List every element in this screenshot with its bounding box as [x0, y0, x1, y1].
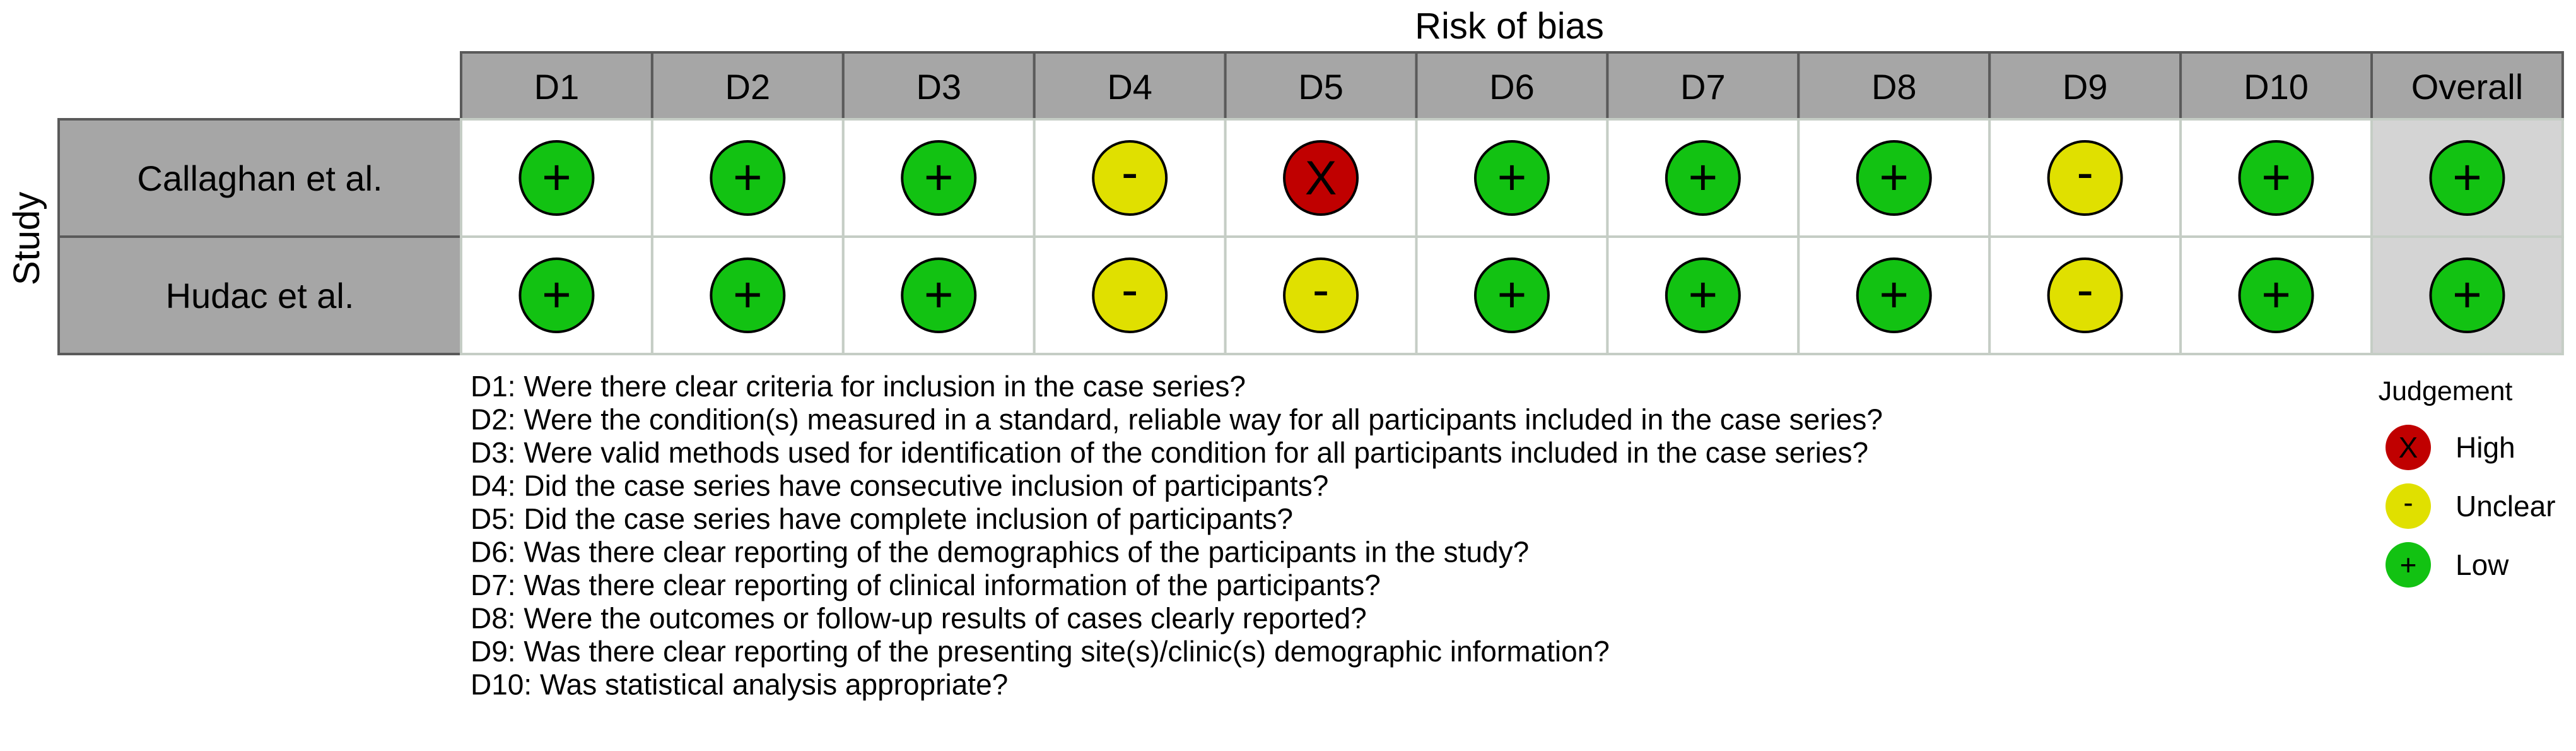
domain-description: D6: Was there clear reporting of the dem…	[471, 536, 1529, 569]
legend-low-marker	[2386, 542, 2431, 588]
column-header-label: Overall	[2411, 67, 2523, 107]
judgement-symbol: -	[2076, 144, 2093, 200]
judgement-low-marker	[1665, 257, 1741, 333]
judgement-symbol: -	[2076, 261, 2093, 317]
judgement-low-marker	[2238, 257, 2314, 333]
column-header-label: D9	[2063, 67, 2108, 107]
column-header-d6	[1415, 51, 1609, 121]
judgement-low-marker	[901, 140, 977, 216]
judgement-symbol: X	[1305, 151, 1337, 205]
judgement-low-marker	[518, 257, 595, 333]
judgement-symbol: +	[924, 266, 954, 322]
rob-grid: D1 D2 D3 D4 D5 D6 D7 D8 D9 D10 Overall Callaghan et…	[57, 51, 2564, 355]
judgement-low-marker	[1856, 257, 1932, 333]
judgement-low-marker	[2429, 140, 2505, 216]
column-header-label: D6	[1489, 67, 1535, 107]
judgement-symbol: +	[2452, 266, 2482, 322]
column-header-label: D5	[1298, 67, 1344, 107]
study-row-header	[57, 235, 462, 355]
domain-description: D2: Were the condition(s) measured in a …	[471, 403, 1883, 436]
column-header-label: D7	[1680, 67, 1726, 107]
column-header-d8	[1797, 51, 1991, 121]
judgement-low-marker	[2238, 140, 2314, 216]
judgement-symbol: +	[1497, 266, 1527, 322]
column-header-label: D4	[1107, 67, 1152, 107]
judgement-low-marker	[1665, 140, 1741, 216]
legend: Judgement X High - Unclear + Low	[2379, 376, 2556, 588]
chart-title: Risk of bias	[1415, 6, 1604, 47]
legend-label: Unclear	[2456, 490, 2556, 523]
judgement-symbol: +	[733, 266, 763, 322]
judgement-low-marker	[1473, 257, 1550, 333]
column-header-label: D3	[916, 67, 961, 107]
judgement-low-marker	[901, 257, 977, 333]
legend-unclear-marker	[2386, 483, 2431, 529]
legend-symbol: +	[2400, 548, 2417, 581]
judgement-symbol: +	[2452, 149, 2482, 205]
column-header-d2	[650, 51, 845, 121]
judgement-symbol: +	[1688, 266, 1718, 322]
judgement-symbol: -	[1121, 261, 1139, 317]
judgement-symbol: +	[1879, 149, 1909, 205]
legend-title: Judgement	[2379, 376, 2513, 406]
judgement-low-marker	[1856, 140, 1932, 216]
judgement-high-marker	[1283, 140, 1359, 216]
judgement-low-marker	[1473, 140, 1550, 216]
judgement-low-marker	[710, 257, 786, 333]
study-name: Callaghan et al.	[137, 158, 382, 198]
column-header-label: D2	[725, 67, 771, 107]
judgement-symbol: +	[733, 149, 763, 205]
study-name: Hudac et al.	[166, 276, 354, 316]
column-header-d10	[2179, 51, 2374, 121]
domain-description: D1: Were there clear criteria for inclus…	[471, 370, 1246, 403]
legend-high-marker	[2386, 425, 2431, 470]
judgement-unclear-marker	[1283, 257, 1359, 333]
domain-description: D8: Were the outcomes or follow-up resul…	[471, 602, 1367, 635]
domain-description: D9: Was there clear reporting of the pre…	[471, 635, 1610, 668]
judgement-symbol: -	[1313, 261, 1330, 317]
judgement-symbol: +	[1879, 266, 1909, 322]
judgement-unclear-marker	[2047, 257, 2123, 333]
legend-symbol: -	[2403, 486, 2413, 519]
judgement-symbol: +	[542, 266, 571, 322]
judgement-unclear-marker	[2047, 140, 2123, 216]
judgement-symbol: +	[2261, 149, 2291, 205]
column-header-label: D1	[534, 67, 580, 107]
column-header-overall	[2370, 51, 2564, 121]
judgement-symbol: +	[1688, 149, 1718, 205]
judgement-unclear-marker	[1092, 257, 1168, 333]
study-axis-label: Study	[6, 192, 47, 285]
judgement-symbol: +	[924, 149, 954, 205]
legend-label: Low	[2456, 548, 2509, 581]
domain-description: D10: Was statistical analysis appropriat…	[471, 668, 1008, 701]
judgement-low-marker	[710, 140, 786, 216]
judgement-unclear-marker	[1092, 140, 1168, 216]
domain-description: D5: Did the case series have complete in…	[471, 502, 1293, 535]
column-header-d1	[460, 51, 653, 121]
domain-description: D7: Was there clear reporting of clinica…	[471, 569, 1381, 601]
judgement-symbol: +	[542, 149, 571, 205]
judgement-cell	[2370, 235, 2564, 355]
study-row-header	[57, 118, 462, 238]
judgement-low-marker	[2429, 257, 2505, 333]
legend-symbol: X	[2399, 431, 2418, 464]
column-header-label: D10	[2244, 67, 2309, 107]
domain-description: D3: Were valid methods used for identifi…	[471, 436, 1868, 469]
judgement-low-marker	[518, 140, 595, 216]
judgement-symbol: -	[1121, 144, 1139, 200]
legend-label: High	[2456, 431, 2515, 464]
judgement-symbol: +	[1497, 149, 1527, 205]
domain-description: D4: Did the case series have consecutive…	[471, 470, 1328, 502]
domain-descriptions: D1: Were there clear criteria for inclus…	[471, 370, 1883, 701]
judgement-symbol: +	[2261, 266, 2291, 322]
column-header-label: D8	[1871, 67, 1917, 107]
